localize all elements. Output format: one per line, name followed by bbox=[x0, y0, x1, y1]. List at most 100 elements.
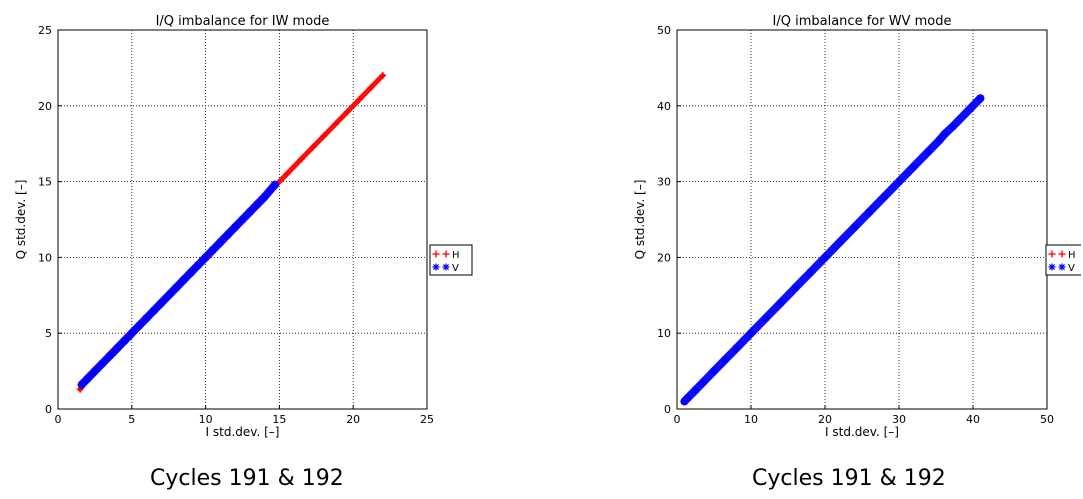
data-point bbox=[216, 238, 225, 247]
data-point bbox=[283, 170, 291, 178]
x-tick-label: 20 bbox=[346, 413, 360, 426]
data-point bbox=[231, 223, 240, 232]
x-tick-label: 10 bbox=[199, 413, 213, 426]
series-v bbox=[680, 94, 985, 406]
caption-wv: Cycles 191 & 192 bbox=[752, 466, 946, 491]
x-tick-label: 40 bbox=[966, 413, 980, 426]
data-point bbox=[113, 344, 122, 353]
data-point bbox=[186, 268, 195, 277]
caption-iw: Cycles 191 & 192 bbox=[150, 466, 344, 491]
y-tick-label: 10 bbox=[38, 251, 52, 264]
data-point bbox=[710, 367, 718, 376]
data-point bbox=[924, 147, 933, 156]
y-tick-label: 0 bbox=[664, 403, 671, 416]
legend-marker bbox=[432, 250, 440, 258]
data-point bbox=[208, 245, 217, 254]
data-point bbox=[223, 230, 232, 239]
data-point bbox=[90, 367, 99, 376]
legend-marker bbox=[442, 263, 450, 271]
chart-title: I/Q imbalance for WV mode bbox=[773, 14, 952, 29]
data-point bbox=[865, 207, 874, 216]
data-point bbox=[77, 380, 86, 389]
data-point bbox=[120, 336, 129, 345]
data-point bbox=[721, 355, 730, 364]
data-point bbox=[367, 84, 375, 92]
legend-box bbox=[429, 244, 473, 276]
chart-title: I/Q imbalance for IW mode bbox=[156, 14, 330, 29]
y-tick-label: 15 bbox=[38, 176, 52, 189]
legend-marker bbox=[432, 263, 440, 271]
data-point bbox=[260, 192, 269, 201]
x-tick-label: 50 bbox=[1040, 413, 1054, 426]
data-point bbox=[253, 200, 262, 209]
legend-marker bbox=[1058, 250, 1066, 258]
data-point bbox=[270, 180, 279, 189]
legend-box bbox=[1045, 244, 1081, 276]
x-tick-label: 25 bbox=[420, 413, 434, 426]
data-point bbox=[776, 298, 785, 307]
data-point bbox=[355, 96, 363, 104]
data-point bbox=[298, 155, 306, 163]
data-point bbox=[172, 283, 181, 292]
x-tick-label: 10 bbox=[744, 413, 758, 426]
axes-frame bbox=[57, 29, 428, 410]
x-tick-label: 30 bbox=[892, 413, 906, 426]
x-tick-label: 15 bbox=[272, 413, 286, 426]
data-point bbox=[895, 177, 903, 186]
y-axis-label: Q std.dev. [–] bbox=[633, 180, 647, 260]
data-point bbox=[850, 223, 859, 232]
data-point bbox=[806, 268, 815, 277]
x-tick-label: 20 bbox=[818, 413, 832, 426]
chart-wv: I/Q imbalance for WV mode 0 10 20 30 40 50 0 10 2… bbox=[633, 14, 1081, 439]
data-point bbox=[976, 94, 985, 103]
data-point bbox=[691, 386, 700, 395]
y-tick-label: 20 bbox=[657, 251, 671, 264]
x-axis-label: I std.dev. [–] bbox=[825, 425, 899, 439]
x-tick-label: 5 bbox=[128, 413, 135, 426]
legend: HV bbox=[429, 244, 473, 276]
data-point bbox=[179, 276, 188, 285]
data-point bbox=[791, 283, 800, 292]
y-tick-label: 20 bbox=[38, 100, 52, 113]
chart-iw: I/Q imbalance for IW mode 0 5 10 15 20 25 0 5 10 1… bbox=[14, 14, 473, 439]
legend: HV bbox=[1045, 244, 1081, 276]
y-tick-label: 5 bbox=[45, 327, 52, 340]
data-point bbox=[949, 122, 958, 131]
data-point bbox=[761, 314, 770, 323]
legend-marker bbox=[442, 250, 450, 258]
y-tick-label: 50 bbox=[657, 24, 671, 37]
data-point bbox=[245, 207, 254, 216]
data-point bbox=[135, 321, 144, 330]
y-axis-label: Q std.dev. [–] bbox=[14, 180, 28, 260]
legend-label-v: V bbox=[452, 263, 459, 274]
data-point bbox=[835, 238, 844, 247]
legend-marker bbox=[1058, 263, 1066, 271]
data-point bbox=[105, 351, 114, 360]
data-point bbox=[83, 374, 92, 383]
data-point bbox=[164, 291, 173, 300]
data-point bbox=[238, 215, 247, 224]
legend-marker bbox=[1048, 263, 1056, 271]
data-point bbox=[880, 192, 889, 201]
data-point bbox=[149, 306, 158, 315]
y-tick-label: 30 bbox=[657, 176, 671, 189]
data-point bbox=[343, 108, 351, 116]
data-point bbox=[201, 253, 210, 262]
x-tick-label: 0 bbox=[674, 413, 681, 426]
legend-label-h: H bbox=[1068, 250, 1076, 261]
data-point bbox=[194, 260, 203, 269]
y-tick-label: 25 bbox=[38, 24, 52, 37]
data-point bbox=[127, 329, 136, 338]
data-point bbox=[98, 359, 107, 368]
data-point bbox=[935, 135, 944, 144]
data-point bbox=[142, 314, 151, 323]
data-point bbox=[747, 329, 755, 338]
legend-marker bbox=[1048, 250, 1056, 258]
data-point bbox=[940, 129, 949, 138]
data-point bbox=[684, 393, 693, 402]
data-point bbox=[309, 143, 317, 151]
x-axis-label: I std.dev. [–] bbox=[206, 425, 280, 439]
y-tick-label: 40 bbox=[657, 100, 671, 113]
series-v bbox=[77, 180, 279, 389]
x-tick-label: 0 bbox=[55, 413, 62, 426]
